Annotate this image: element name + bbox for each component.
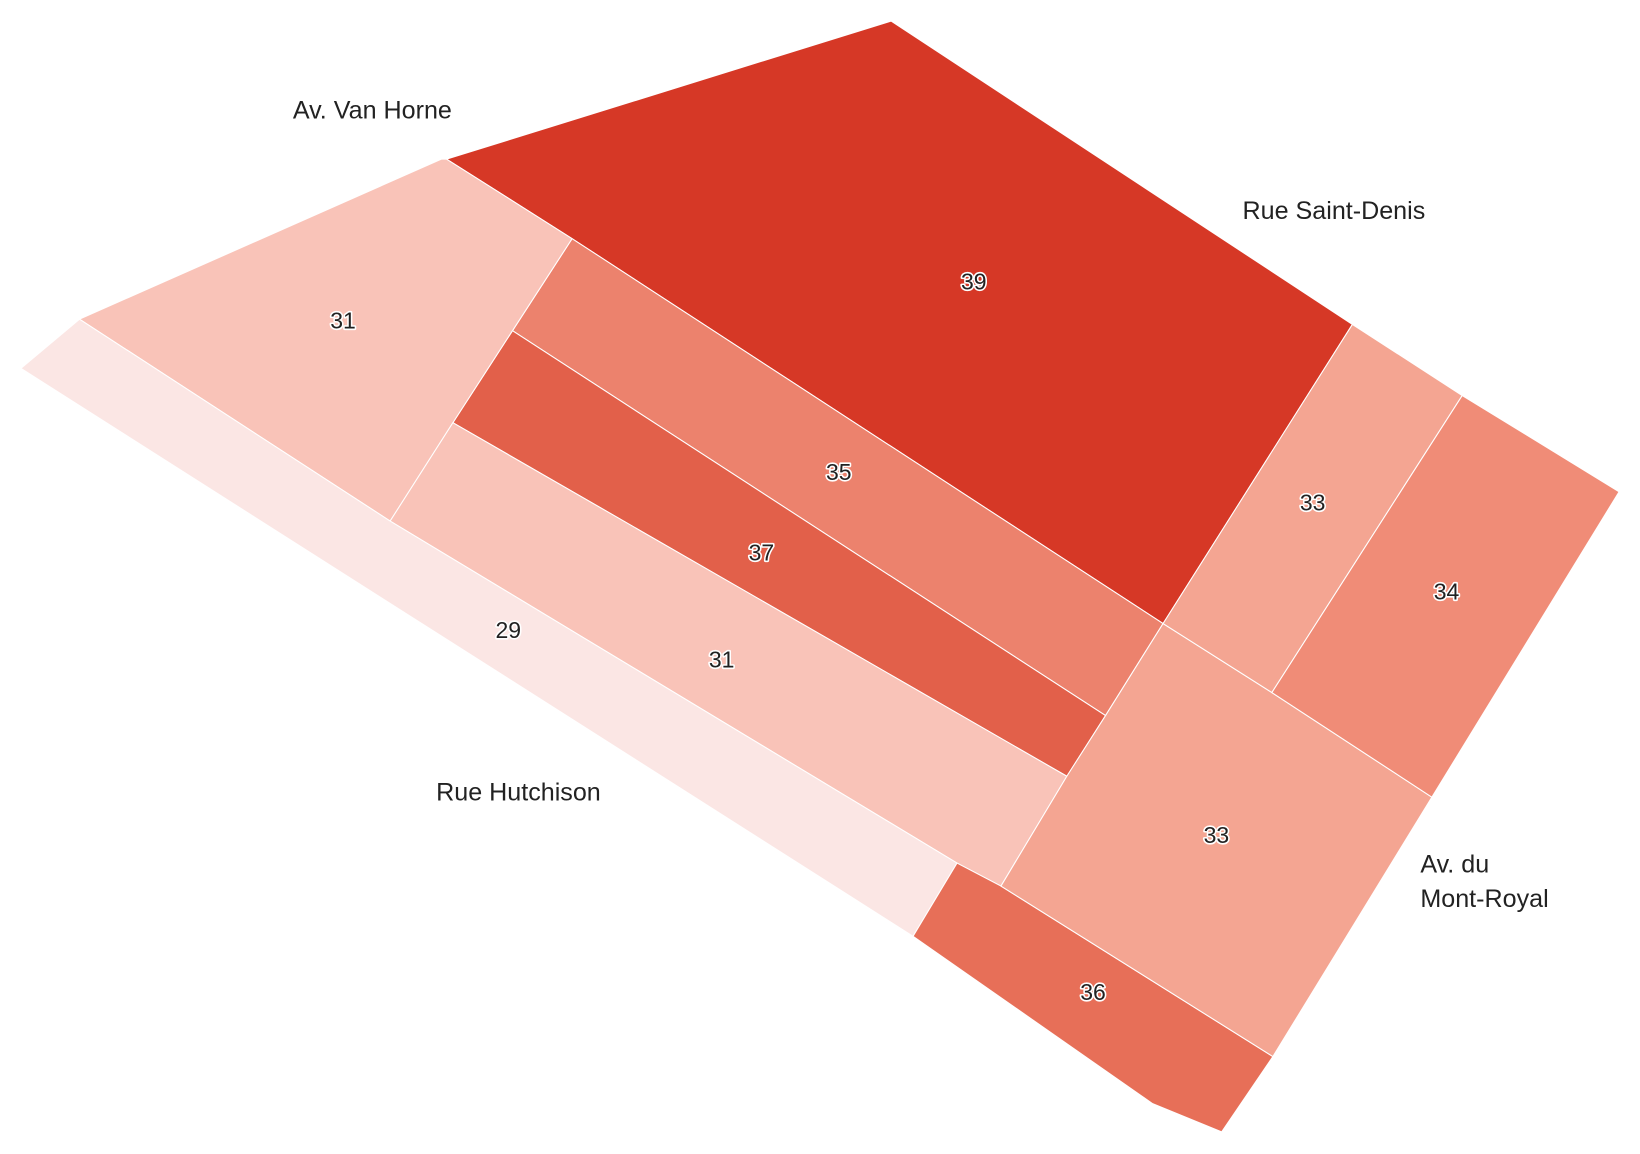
street-label: Mont-Royal [1420,885,1548,913]
street-label: Rue Hutchison [436,778,601,806]
region-value: 35 [826,459,852,485]
region-value: 33 [1204,822,1230,848]
region-value: 31 [709,646,735,672]
street-label: Rue Saint-Denis [1243,197,1426,225]
street-label: Av. du [1420,850,1489,878]
region-value: 36 [1080,979,1106,1005]
region [1271,394,1620,798]
region-value: 34 [1434,578,1460,604]
street-label: Av. Van Horne [293,96,452,124]
region-value: 33 [1300,489,1326,515]
labels: 39 35 37 31 31 29 36 33 33 34 [329,267,1461,1006]
region-value: 31 [330,307,356,333]
region-value: 29 [496,617,522,643]
region-value: 39 [961,269,987,295]
region [20,318,958,938]
region-value: 37 [749,540,775,566]
regions [20,20,1620,1133]
